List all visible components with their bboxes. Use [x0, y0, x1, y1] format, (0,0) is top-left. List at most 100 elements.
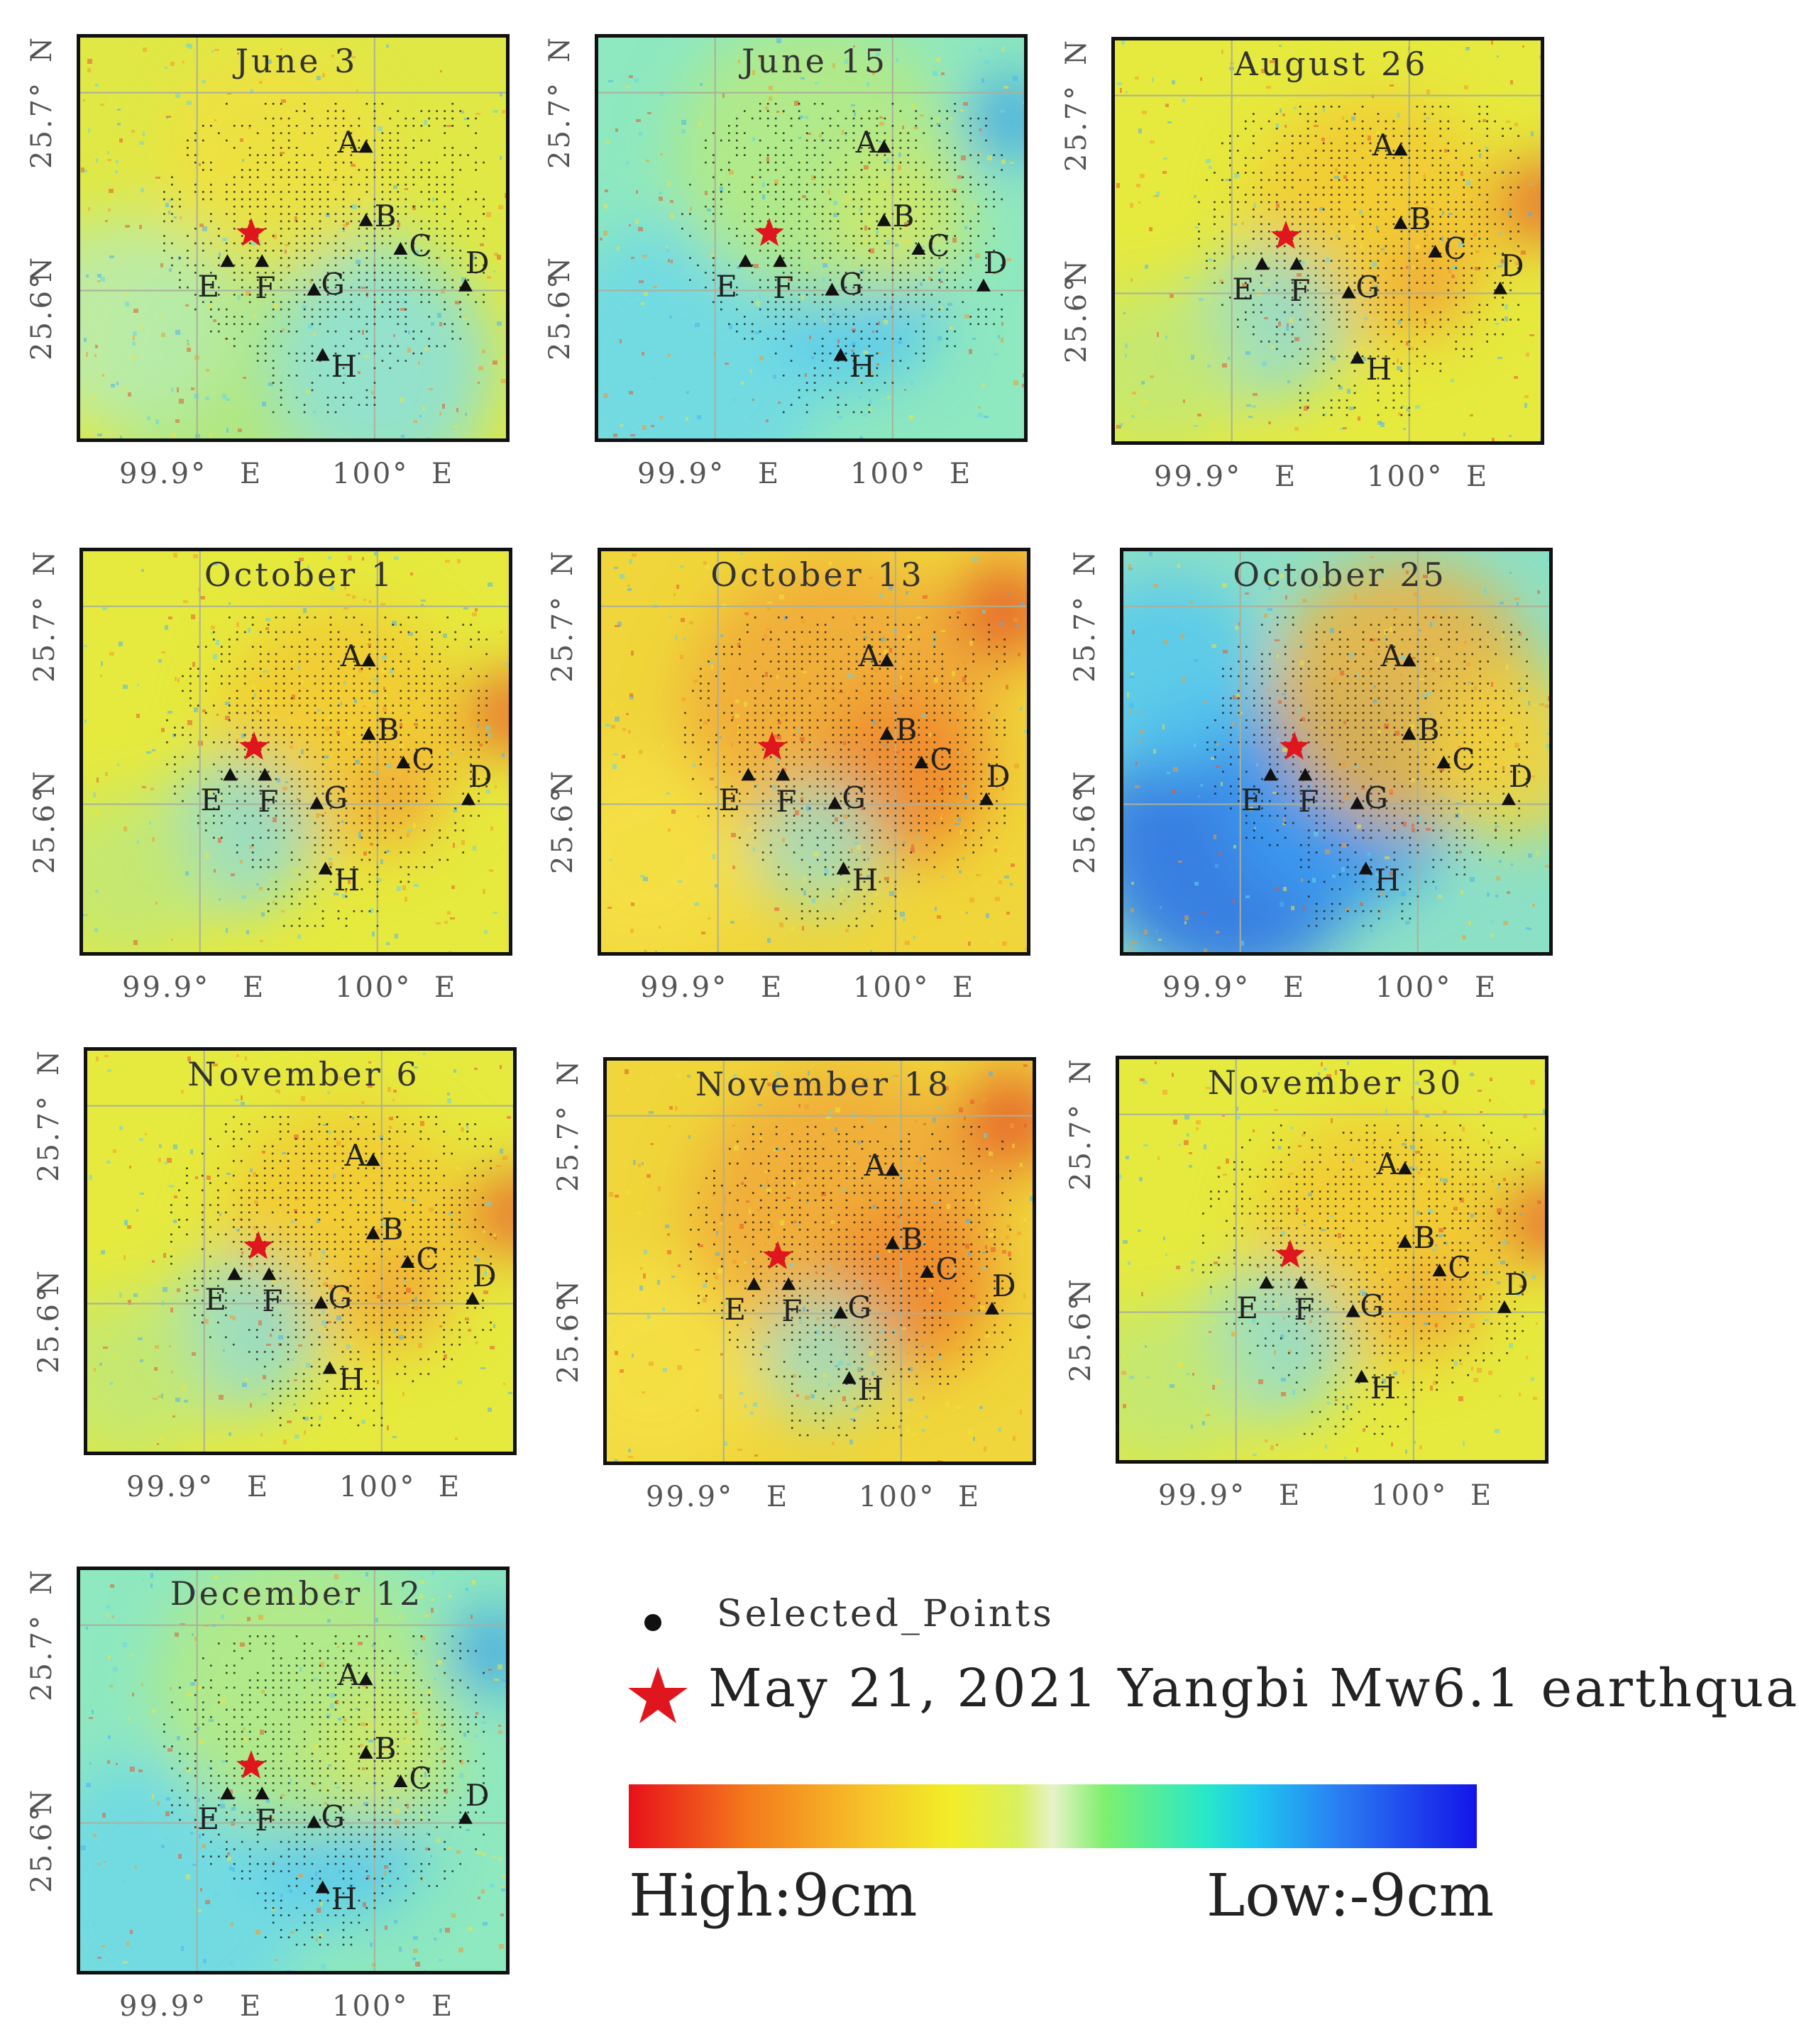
point-label-g: G	[328, 1279, 352, 1315]
point-g-marker	[827, 796, 842, 810]
x-axis-label: 100°	[859, 1481, 936, 1513]
point-c-marker	[1436, 756, 1451, 768]
x-axis-label: E	[431, 458, 455, 490]
epicenter-star-icon	[1275, 1239, 1305, 1268]
point-h-marker	[842, 1371, 857, 1384]
y-axis-label: 25.6°	[26, 1804, 58, 1893]
selected-points-cloud	[166, 617, 488, 927]
y-axis-label: 25.6°	[546, 785, 579, 874]
point-g-marker	[307, 1815, 321, 1828]
point-d-marker	[461, 792, 475, 805]
point-label-c: C	[409, 228, 432, 263]
point-label-e: E	[204, 1282, 227, 1317]
y-axis-label: 25.7°	[33, 1093, 65, 1182]
point-label-c: C	[1452, 742, 1475, 777]
point-label-a: A	[864, 1148, 886, 1183]
point-d-marker	[1501, 792, 1516, 805]
point-d-marker	[458, 278, 473, 292]
x-axis-label: E	[1475, 971, 1498, 1004]
x-axis-label: E	[758, 458, 781, 490]
point-label-b: B	[901, 1221, 923, 1256]
y-axis-label: 25.6°	[552, 1295, 585, 1383]
speckle-noise	[89, 1053, 513, 1452]
x-axis-label: E	[240, 458, 263, 490]
point-label-f: F	[781, 1293, 803, 1329]
point-label-b: B	[381, 1211, 404, 1247]
point-b-marker	[1397, 1234, 1412, 1248]
x-axis-label: E	[431, 1990, 455, 2023]
point-label-a: A	[1372, 128, 1394, 163]
point-d-marker	[458, 1811, 473, 1824]
legend-earthquake: May 21, 2021 Yangbi Mw6.1 earthquake	[708, 1658, 1799, 1719]
deformation-map: A B C D E F G H December 12	[77, 1567, 510, 1974]
y-axis-label: 25.7°	[1069, 594, 1101, 683]
point-label-c: C	[416, 1242, 439, 1276]
point-h-marker	[315, 1880, 330, 1894]
x-axis-label: E	[950, 458, 973, 490]
x-axis-label: 99.9°	[640, 971, 729, 1004]
point-label-c: C	[1443, 231, 1467, 266]
point-e-marker	[738, 254, 753, 267]
point-label-g: G	[1360, 1288, 1384, 1323]
point-f-marker	[781, 1277, 796, 1291]
point-a-marker	[1397, 1161, 1412, 1175]
point-a-marker	[358, 140, 373, 153]
point-label-h: H	[1365, 351, 1392, 387]
x-axis-label: E	[952, 971, 976, 1004]
deformation-map: A B C D E F G H October 13	[598, 548, 1030, 956]
y-axis-label: 25.7°	[552, 1103, 585, 1192]
point-a-marker	[361, 653, 376, 667]
y-axis-label: 25.7°	[546, 594, 579, 683]
y-axis-label: 25.7°	[26, 80, 58, 169]
point-label-b: B	[374, 1730, 397, 1766]
epicenter-star-icon	[763, 1241, 793, 1269]
y-axis-label: 25.6°	[26, 272, 58, 360]
point-label-c: C	[930, 742, 953, 777]
colorbar-high-label: High:9cm	[629, 1862, 918, 1930]
point-e-marker	[220, 1786, 235, 1800]
panel-title: November 30	[1207, 1064, 1464, 1102]
y-axis-label: N	[1064, 1277, 1097, 1304]
x-axis-label: 100°	[1367, 460, 1444, 493]
panel-title: August 26	[1234, 45, 1429, 83]
point-label-f: F	[1298, 784, 1319, 819]
x-axis-label: 100°	[1371, 1479, 1448, 1512]
epicenter-star-icon	[628, 1667, 688, 1723]
epicenter-star-icon	[239, 731, 269, 760]
y-axis-label: 25.6°	[544, 272, 576, 360]
point-label-a: A	[858, 639, 880, 674]
x-axis-label: E	[1466, 460, 1490, 493]
point-b-marker	[365, 1226, 380, 1239]
point-label-e: E	[718, 783, 741, 818]
deformation-map: A B C D E F G H November 6	[84, 1047, 517, 1455]
point-label-a: A	[337, 1657, 359, 1693]
point-c-marker	[393, 242, 408, 255]
point-b-marker	[885, 1236, 900, 1249]
point-label-g: G	[1355, 269, 1380, 304]
point-e-marker	[223, 768, 238, 781]
point-c-marker	[400, 1255, 415, 1268]
point-b-marker	[876, 213, 891, 226]
point-label-b: B	[377, 712, 400, 747]
point-label-b: B	[1409, 201, 1431, 236]
y-axis-label: 25.7°	[1060, 83, 1093, 172]
speckle-noise	[603, 553, 1027, 952]
selected-points-cloud	[684, 617, 1006, 927]
point-d-marker	[1492, 281, 1507, 294]
point-label-b: B	[1417, 712, 1440, 747]
x-axis-label: 100°	[332, 458, 409, 490]
point-a-marker	[1402, 653, 1416, 667]
y-axis-label: 25.6°	[28, 785, 61, 874]
epicenter-star-icon	[1280, 731, 1309, 760]
point-h-marker	[1358, 861, 1373, 875]
y-axis-label: N	[1064, 1057, 1097, 1084]
epicenter-star-icon	[236, 218, 266, 246]
epicenter-star-icon	[236, 1750, 266, 1779]
y-axis-label: N	[1060, 258, 1093, 285]
point-e-marker	[741, 768, 756, 781]
point-label-c: C	[927, 228, 950, 263]
y-axis-label: N	[552, 1278, 585, 1305]
point-label-a: A	[337, 125, 359, 160]
y-axis-label: N	[1069, 549, 1101, 576]
x-axis-label: E	[761, 971, 784, 1004]
